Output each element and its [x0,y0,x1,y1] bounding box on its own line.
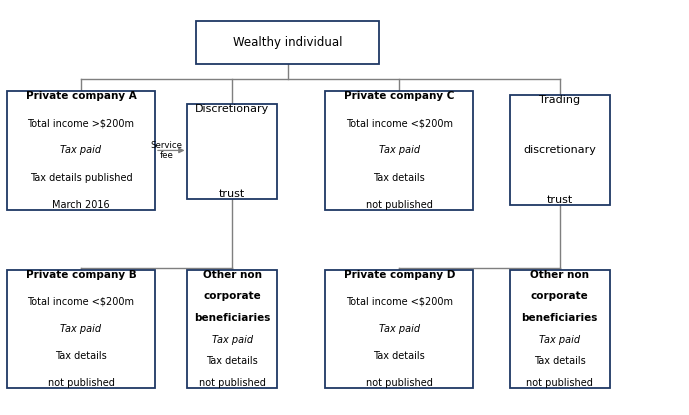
Text: Tax paid: Tax paid [61,145,101,156]
Text: Tax paid: Tax paid [539,335,580,345]
Text: Private company C: Private company C [344,91,455,101]
Bar [7,270,155,388]
Text: Tax paid: Tax paid [61,324,101,334]
Bar [510,270,610,388]
Text: Other non: Other non [531,270,589,280]
Text: Tax details: Tax details [206,356,258,366]
Text: trust: trust [219,189,245,199]
Text: March 2016: March 2016 [52,200,110,210]
Text: not published: not published [366,200,433,210]
Text: Tax details: Tax details [534,356,586,366]
Text: Trading: Trading [539,95,580,105]
Bar [187,104,277,199]
Text: Private company B: Private company B [25,270,136,280]
Text: Tax paid: Tax paid [379,324,420,334]
Text: Tax paid: Tax paid [379,145,420,156]
Text: Tax details published: Tax details published [30,173,132,183]
Text: beneficiaries: beneficiaries [522,313,598,323]
Text: Discretionary: Discretionary [195,104,269,114]
Text: Tax details: Tax details [373,173,425,183]
Bar [510,95,610,205]
Text: Tax details: Tax details [55,351,107,361]
Bar [325,91,473,210]
Text: corporate: corporate [531,291,588,301]
Bar [7,91,155,210]
Text: Service
fee: Service fee [151,141,183,160]
Text: Tax paid: Tax paid [212,335,253,345]
Text: Private company A: Private company A [25,91,136,101]
Bar [187,270,277,388]
Text: corporate: corporate [203,291,261,301]
Text: not published: not published [526,378,593,388]
Text: not published: not published [198,378,266,388]
Text: beneficiaries: beneficiaries [194,313,270,323]
Bar [325,270,473,388]
Text: Wealthy individual: Wealthy individual [233,36,342,49]
Bar [196,21,379,64]
Text: Tax details: Tax details [373,351,425,361]
Text: not published: not published [48,378,114,388]
Text: Private company D: Private company D [344,270,455,280]
Text: Total income <$200m: Total income <$200m [346,297,453,307]
Text: discretionary: discretionary [524,145,596,156]
Text: trust: trust [546,195,573,205]
Text: Total income <$200m: Total income <$200m [346,118,453,128]
Text: not published: not published [366,378,433,388]
Text: Total income <$200m: Total income <$200m [28,297,134,307]
Text: Total income >$200m: Total income >$200m [28,118,134,128]
Text: Other non: Other non [203,270,262,280]
